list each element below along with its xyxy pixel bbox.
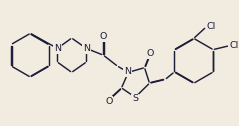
Text: O: O	[147, 49, 154, 58]
Text: N: N	[54, 44, 61, 53]
Text: N: N	[124, 67, 131, 76]
Text: Cl: Cl	[206, 22, 216, 31]
Text: Cl: Cl	[230, 41, 239, 50]
Text: O: O	[100, 32, 107, 41]
Text: O: O	[105, 97, 113, 106]
Text: N: N	[83, 44, 90, 53]
Text: S: S	[132, 94, 138, 103]
